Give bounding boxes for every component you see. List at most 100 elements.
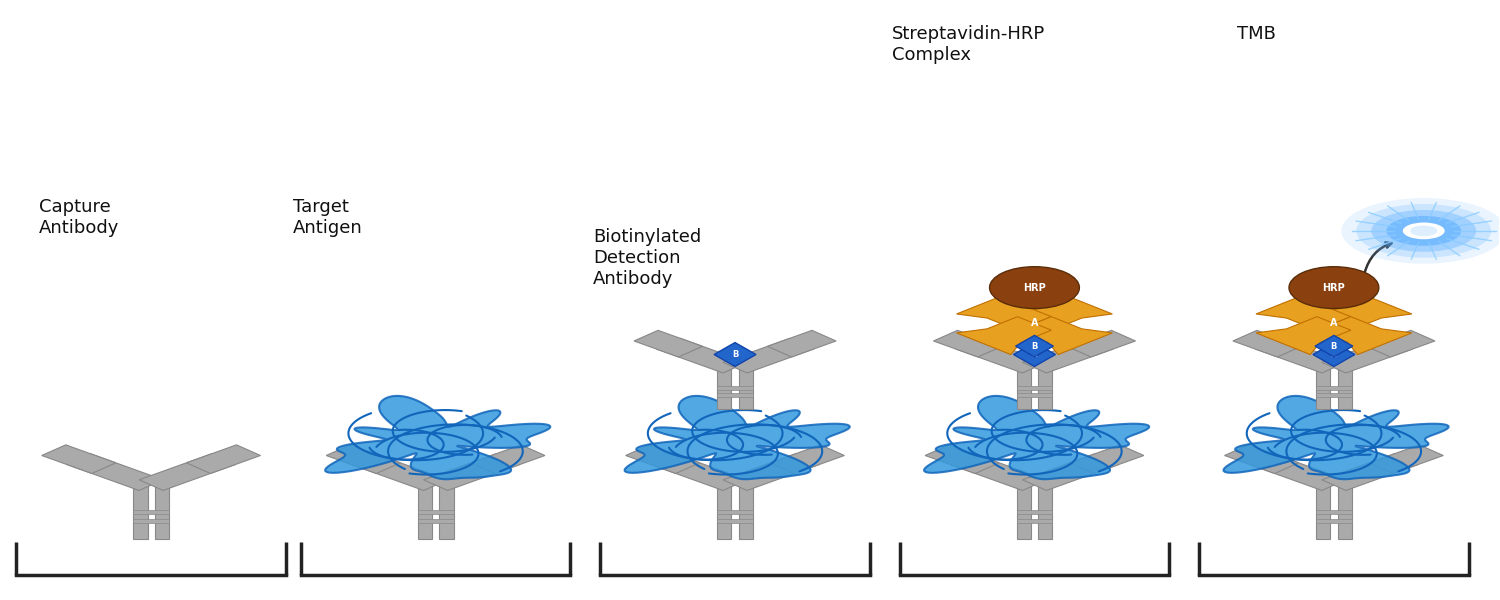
Text: Streptavidin-HRP
Complex: Streptavidin-HRP Complex — [892, 25, 1046, 64]
Polygon shape — [134, 519, 170, 523]
Text: Target
Antigen: Target Antigen — [294, 199, 363, 237]
Polygon shape — [1016, 335, 1053, 357]
Polygon shape — [1066, 331, 1136, 357]
Polygon shape — [417, 510, 453, 514]
Text: Biotinylated
Detection
Antibody: Biotinylated Detection Antibody — [592, 229, 700, 288]
Polygon shape — [417, 519, 453, 523]
Ellipse shape — [1402, 223, 1444, 239]
Polygon shape — [1256, 292, 1352, 330]
Polygon shape — [1316, 392, 1352, 397]
Polygon shape — [1316, 519, 1352, 523]
Polygon shape — [634, 331, 702, 357]
Polygon shape — [1017, 317, 1113, 355]
Polygon shape — [1256, 338, 1346, 373]
Text: B: B — [732, 350, 738, 359]
Polygon shape — [42, 445, 116, 473]
Polygon shape — [1316, 485, 1330, 539]
Polygon shape — [471, 445, 544, 473]
Polygon shape — [1038, 368, 1053, 409]
Text: HRP: HRP — [1023, 283, 1046, 293]
Polygon shape — [1023, 338, 1113, 373]
Polygon shape — [717, 519, 753, 523]
Polygon shape — [957, 292, 1052, 330]
Ellipse shape — [1341, 198, 1500, 264]
Polygon shape — [1224, 445, 1299, 473]
Polygon shape — [1250, 454, 1346, 490]
Polygon shape — [1317, 292, 1412, 330]
Polygon shape — [68, 454, 164, 490]
Polygon shape — [140, 454, 236, 490]
Polygon shape — [1014, 343, 1056, 367]
Ellipse shape — [1356, 204, 1491, 258]
Polygon shape — [1038, 485, 1053, 539]
Polygon shape — [717, 392, 753, 397]
Text: A: A — [1330, 319, 1338, 328]
Polygon shape — [950, 454, 1047, 490]
Text: HRP: HRP — [1323, 283, 1346, 293]
Polygon shape — [1338, 368, 1352, 409]
Polygon shape — [154, 485, 170, 539]
Polygon shape — [326, 445, 400, 473]
Polygon shape — [1316, 386, 1352, 390]
Polygon shape — [957, 317, 1052, 355]
Polygon shape — [717, 368, 732, 409]
Polygon shape — [1316, 368, 1330, 409]
Polygon shape — [1017, 510, 1053, 514]
Polygon shape — [1317, 317, 1412, 355]
Text: Capture
Antibody: Capture Antibody — [39, 199, 119, 237]
Polygon shape — [1316, 335, 1353, 357]
Polygon shape — [768, 331, 836, 357]
Text: TMB: TMB — [1236, 25, 1275, 43]
Polygon shape — [738, 485, 753, 539]
Polygon shape — [1312, 343, 1354, 367]
Polygon shape — [933, 331, 1002, 357]
Polygon shape — [1017, 485, 1031, 539]
Ellipse shape — [1371, 210, 1476, 252]
Polygon shape — [651, 454, 747, 490]
Text: B: B — [1330, 350, 1336, 359]
Ellipse shape — [1288, 267, 1378, 308]
Text: B: B — [1032, 350, 1038, 359]
Polygon shape — [1017, 368, 1031, 409]
Polygon shape — [926, 445, 999, 473]
Polygon shape — [714, 343, 756, 367]
Polygon shape — [1366, 331, 1436, 357]
Polygon shape — [186, 445, 261, 473]
Polygon shape — [626, 445, 701, 473]
Polygon shape — [717, 386, 753, 390]
Text: B: B — [1330, 341, 1336, 350]
Polygon shape — [723, 338, 815, 373]
Polygon shape — [1070, 445, 1144, 473]
Polygon shape — [440, 485, 453, 539]
Polygon shape — [1017, 392, 1053, 397]
Ellipse shape — [1386, 216, 1461, 246]
Polygon shape — [1256, 317, 1352, 355]
Polygon shape — [1017, 519, 1053, 523]
Polygon shape — [924, 396, 1149, 479]
Text: A: A — [1030, 319, 1038, 328]
Polygon shape — [956, 338, 1047, 373]
Polygon shape — [1017, 386, 1053, 390]
Polygon shape — [326, 396, 550, 479]
Polygon shape — [351, 454, 447, 490]
Polygon shape — [624, 396, 849, 479]
Polygon shape — [656, 338, 747, 373]
Polygon shape — [717, 510, 753, 514]
Polygon shape — [417, 485, 432, 539]
Polygon shape — [1017, 292, 1113, 330]
Polygon shape — [1338, 485, 1352, 539]
Polygon shape — [771, 445, 844, 473]
Polygon shape — [423, 454, 520, 490]
Polygon shape — [1316, 510, 1352, 514]
Polygon shape — [1322, 454, 1419, 490]
Ellipse shape — [1410, 226, 1437, 236]
Polygon shape — [1233, 331, 1302, 357]
Polygon shape — [1370, 445, 1443, 473]
Polygon shape — [1224, 396, 1449, 479]
Polygon shape — [1322, 338, 1413, 373]
Polygon shape — [134, 485, 147, 539]
Polygon shape — [723, 454, 819, 490]
Ellipse shape — [990, 267, 1080, 308]
Text: B: B — [1032, 341, 1038, 350]
Polygon shape — [134, 510, 170, 514]
